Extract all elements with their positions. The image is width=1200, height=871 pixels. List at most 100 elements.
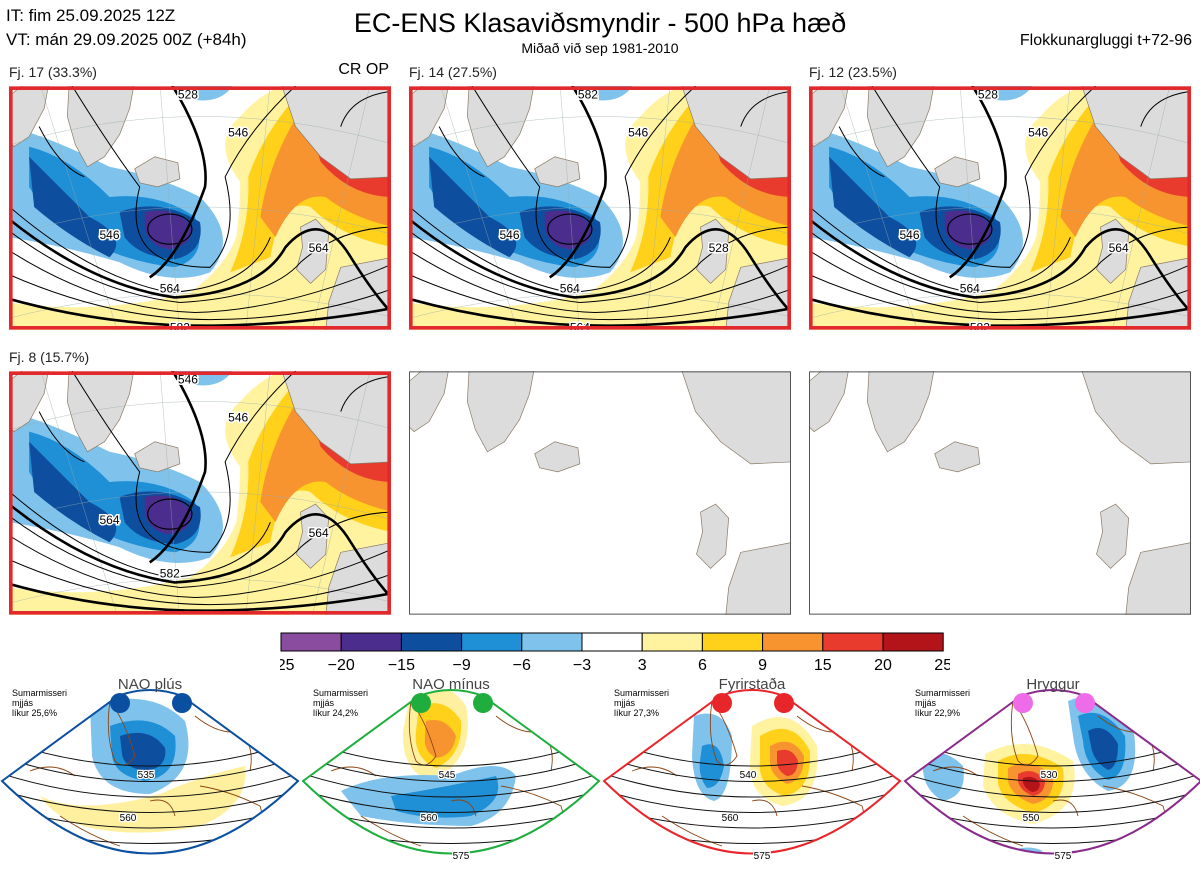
regime-marker-dot (774, 693, 794, 713)
cluster-panel-1[interactable]: Fj. 17 (33.3%) CR OP 528 546 546 564 564 582 (9, 61, 391, 330)
empty-map (409, 371, 791, 615)
graticule (9, 371, 391, 615)
iceland-landmass (934, 156, 981, 188)
regime-frame (301, 689, 601, 855)
height-contours (409, 86, 791, 328)
regime-nao-minus[interactable]: 545 560 575 NAO mínus Sumarmisseri mjjás lík… (301, 676, 601, 871)
page-subtitle: Miðað við sep 1981-2010 (521, 40, 679, 56)
regime-title: NAO plús (117, 676, 183, 693)
arctic-canada-landmass (809, 371, 849, 433)
regime-map: 535 560 (0, 689, 300, 855)
cluster-label: Fj. 8 (15.7%) (9, 349, 90, 365)
empty-panel-6 (809, 371, 1191, 615)
cluster-label: Fj. 12 (23.5%) (809, 64, 897, 80)
colorbar-tick-label: 6 (698, 657, 707, 674)
regime-ridge[interactable]: 530 550 575 Hryggur Sumarmisseri mjjás líkur… (903, 676, 1200, 871)
cluster-label: Fj. 14 (27.5%) (409, 64, 497, 80)
regime-note: Sumarmisseri mjjás líkur 27,3% (614, 688, 670, 718)
contour-label: 528 (578, 87, 598, 101)
contour-label: 546 (99, 228, 119, 242)
regime-blocking[interactable]: 540 560 575 Fyrirstaða Sumarmisseri mjjás lí… (602, 676, 902, 871)
regime-marker-dot (712, 693, 732, 713)
contour-label: 546 (899, 228, 919, 242)
colorbar-tick-label: −9 (452, 657, 470, 674)
britain-landmass (696, 218, 730, 284)
regime-map: 530 550 575 (903, 689, 1200, 863)
regime-title: NAO mínus (412, 676, 490, 693)
empty-map (809, 371, 1191, 615)
contour-label: 582 (578, 87, 598, 101)
contour-label: 564 (570, 321, 590, 330)
contour-label: 564 (560, 281, 580, 295)
greenland-landmass (466, 86, 535, 168)
regime-marker-dot (172, 693, 192, 713)
greenland-landmass (66, 371, 135, 453)
contour-label: 546 (178, 372, 198, 386)
greenland-landmass (866, 371, 935, 453)
regime-contour-label: 545 (439, 770, 456, 781)
colorbar-swatch (701, 632, 764, 652)
britain-landmass (1096, 503, 1130, 569)
regime-marker-dot (1013, 693, 1033, 713)
regime-title: Hryggur (1026, 676, 1080, 693)
colorbar-swatch (822, 632, 884, 652)
page-title: EC-ENS Klasaviðsmyndir - 500 hPa hæð (353, 8, 847, 38)
colorbar-tick-label: −15 (388, 657, 415, 674)
colorbar-swatch (521, 632, 583, 652)
regime-contour-label: 575 (1055, 851, 1072, 862)
control-run-badge: CR OP (338, 61, 389, 78)
contour-label: 528 (709, 241, 729, 255)
britain-landmass (696, 503, 730, 569)
iceland-landmass (134, 441, 181, 473)
scandinavia-landmass (281, 86, 391, 180)
regime-anomaly-field (692, 713, 818, 806)
colorbar-swatch (280, 632, 342, 652)
contour-label: 582 (160, 566, 180, 580)
iceland-landmass (134, 156, 181, 188)
scandinavia-landmass (281, 371, 391, 465)
europe-landmass (725, 542, 791, 615)
anomaly-colorbar: −25 −20 −15 −9 −6 −3 3 6 9 15 20 25 (280, 632, 950, 674)
colorbar-tick-label: −20 (328, 657, 355, 674)
cluster-frame (9, 371, 391, 615)
classification-window: Flokkunargluggi t+72-96 (1019, 32, 1192, 49)
colorbar-swatch (461, 632, 523, 652)
contour-label: 582 (970, 321, 990, 330)
regime-map: 540 560 575 (602, 689, 902, 863)
regime-contour-label: 560 (421, 813, 438, 824)
regime-contour-label: 540 (740, 770, 757, 781)
contour-label: 546 (228, 411, 248, 425)
regime-note: Sumarmisseri mjjás líkur 24,2% (313, 688, 369, 718)
contour-label: 564 (960, 281, 980, 295)
greenland-landmass (66, 86, 135, 168)
contour-label: 564 (309, 241, 329, 255)
height-contours (9, 371, 391, 613)
britain-landmass (1096, 218, 1130, 284)
scandinavia-landmass (1081, 371, 1191, 465)
contour-label: 546 (499, 228, 519, 242)
regime-anomaly-field (923, 696, 1136, 854)
valid-time: VT: mán 29.09.2025 00Z (+84h) (6, 30, 247, 49)
regime-frame (602, 689, 902, 855)
graticule (9, 86, 391, 330)
regime-contour-label: 550 (1023, 813, 1040, 824)
scandinavia-landmass (681, 86, 791, 180)
arctic-canada-landmass (409, 371, 449, 433)
cluster-map: 528 546 546 528 564 564 582 (409, 86, 791, 330)
regime-marker-dot (1075, 693, 1095, 713)
cluster-map: 546 546 564 564 582 (9, 371, 391, 615)
contour-label: 564 (99, 513, 119, 527)
colorbar-tick-label: −25 (280, 657, 295, 674)
regime-nao-plus[interactable]: 535 560 NAO plús Sumarmisseri mjjás líkur 2… (0, 676, 300, 871)
contour-label: 582 (170, 321, 190, 330)
cluster-panel-4[interactable]: Fj. 8 (15.7%) 546 546 564 564 582 (9, 349, 391, 615)
contour-label: 564 (1109, 241, 1129, 255)
cluster-frame (409, 86, 791, 330)
cluster-panel-2[interactable]: Fj. 14 (27.5%) 528 546 546 528 564 564 582 (409, 64, 791, 330)
colorbar-swatch (581, 632, 643, 652)
cluster-panel-3[interactable]: Fj. 12 (23.5%) 528 546 546 564 564 582 (809, 64, 1191, 330)
regime-anomaly-field (40, 698, 246, 833)
contour-label: 546 (228, 126, 248, 140)
cluster-label: Fj. 17 (33.3%) (9, 64, 97, 80)
britain-landmass (296, 503, 330, 569)
